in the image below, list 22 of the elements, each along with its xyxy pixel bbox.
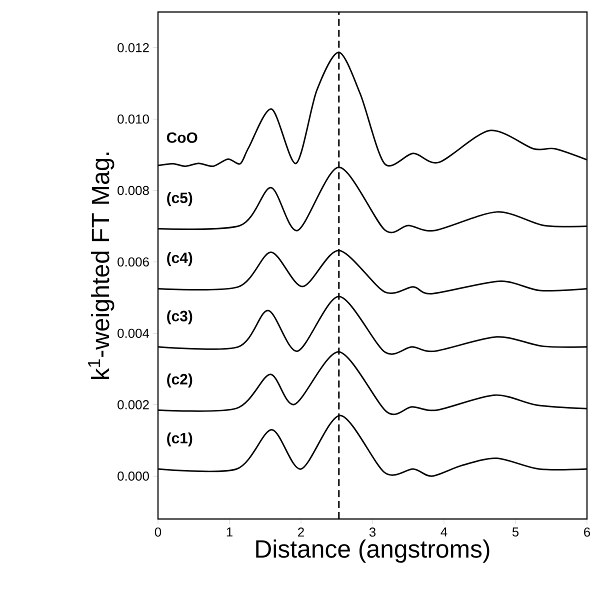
y-tick-label: 0.000 [118, 472, 149, 481]
series-label: (c5) [167, 192, 192, 206]
x-tick-label: 1 [226, 528, 232, 536]
series-label: CoO [166, 132, 198, 143]
x-tick-label: 6 [584, 528, 590, 537]
x-tick-label: 2 [298, 528, 304, 537]
y-tick-label: 0.002 [118, 400, 149, 410]
y-tick-label: 0.006 [118, 257, 149, 267]
x-tick-label: 4 [440, 528, 448, 536]
x-tick-label: 3 [369, 528, 376, 537]
x-tick-label: 0 [154, 528, 162, 537]
y-tick-label: 0.004 [118, 328, 150, 338]
series-label: (c2) [167, 374, 192, 388]
series-label: (c3) [167, 310, 192, 324]
x-tick-label: 5 [512, 528, 519, 537]
y-axis-title: k$^{1}$-weighted FT Mag. [88, 152, 114, 379]
y-tick-label: 0.010 [118, 114, 149, 124]
x-axis-title: Distance (angstroms) [256, 540, 490, 563]
series-label: (c4) [167, 252, 192, 266]
series-label: (c1) [167, 432, 192, 446]
y-tick-label: 0.008 [118, 186, 149, 196]
y-tick-label: 0.012 [118, 43, 149, 52]
